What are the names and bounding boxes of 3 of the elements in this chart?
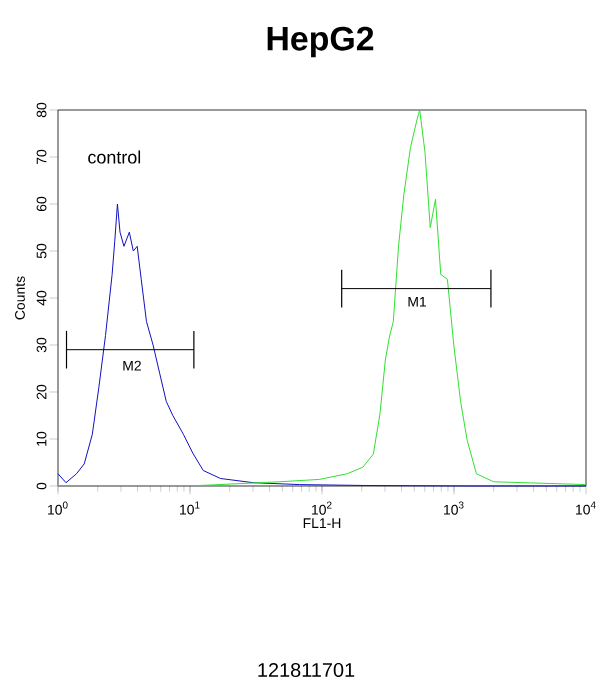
- text: 121811701: [258, 662, 355, 678]
- annotation: control: [88, 150, 141, 164]
- chart-title: HepG2: [267, 26, 374, 58]
